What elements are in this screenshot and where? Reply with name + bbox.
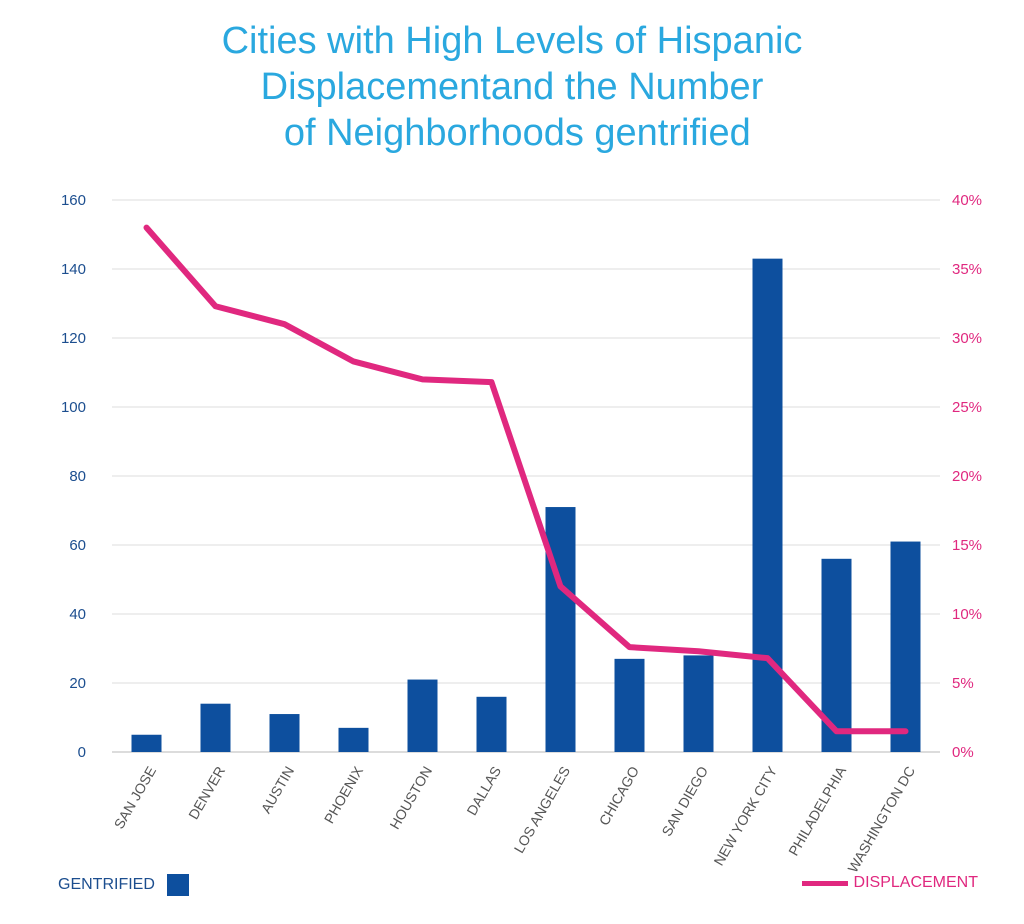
- x-axis-ticks: SAN JOSE DENVER AUSTIN PHOENIX HOUSTON DALLAS…: [111, 763, 918, 875]
- bar: [476, 696, 507, 752]
- bar: [683, 655, 714, 752]
- displacement-line: [143, 224, 909, 735]
- chart-title-line-1: Cities with High Levels of Hispanic: [221, 20, 803, 62]
- gridlines: [112, 199, 940, 753]
- chart-title: Cities with High Levels of Hispanic Disp…: [0, 18, 1024, 156]
- left-tick-label: 140: [61, 261, 86, 278]
- bar-series-gentrified: [131, 258, 921, 752]
- x-tick-label: WASHINGTON DC: [844, 764, 918, 876]
- right-axis-ticks: 0% 5% 10% 15% 20% 25% 30% 35% 40%: [952, 192, 982, 761]
- legend-line-swatch: [801, 880, 848, 886]
- bar: [545, 507, 576, 752]
- right-tick-label: 35%: [952, 261, 982, 278]
- legend-displacement: DISPLACEMENT: [801, 874, 978, 892]
- bar: [338, 727, 369, 752]
- chart-title-line-3: of Neighborhoods gentrified: [273, 112, 751, 154]
- bar: [200, 703, 231, 752]
- x-tick-label: SAN JOSE: [111, 764, 159, 832]
- x-tick-label: NEW YORK CITY: [710, 763, 780, 868]
- left-tick-label: 80: [69, 468, 86, 485]
- left-tick-label: 0: [78, 744, 86, 761]
- right-tick-label: 5%: [952, 675, 974, 692]
- right-tick-label: 20%: [952, 468, 982, 485]
- x-tick-label: LOS ANGELES: [511, 764, 573, 856]
- x-tick-label: SAN DIEGO: [658, 763, 711, 838]
- left-tick-label: 160: [61, 192, 86, 209]
- left-tick-label: 120: [61, 330, 86, 347]
- x-tick-label: CHICAGO: [596, 763, 643, 828]
- bar: [752, 258, 783, 752]
- right-tick-label: 40%: [952, 192, 982, 209]
- left-tick-label: 40: [69, 606, 86, 623]
- bar: [890, 541, 921, 752]
- x-tick-label: DENVER: [185, 764, 228, 823]
- x-tick-label: HOUSTON: [386, 764, 435, 832]
- left-axis-ticks: 0 20 40 60 80 100 120 140 160: [61, 192, 86, 761]
- right-tick-label: 30%: [952, 330, 982, 347]
- x-tick-label: PHILADELPHIA: [785, 763, 849, 858]
- right-tick-label: 15%: [952, 537, 982, 554]
- left-tick-label: 60: [69, 537, 86, 554]
- bar: [407, 679, 438, 752]
- left-tick-label: 100: [61, 399, 86, 416]
- right-tick-label: 0%: [952, 744, 974, 761]
- left-tick-label: 20: [69, 675, 86, 692]
- x-tick-label: AUSTIN: [258, 764, 298, 816]
- x-tick-label: PHOENIX: [321, 763, 367, 826]
- legend-gentrified-label: GENTRIFIED: [58, 876, 155, 893]
- right-tick-label: 25%: [952, 399, 982, 416]
- bar: [614, 658, 645, 752]
- line-series-displacement: [143, 224, 909, 735]
- legend-gentrified: GENTRIFIED: [58, 874, 189, 896]
- legend-bar-swatch: [166, 874, 189, 896]
- bar: [131, 734, 162, 752]
- right-tick-label: 10%: [952, 606, 982, 623]
- chart-title-line-2: Displacementand the Number: [260, 66, 764, 108]
- x-tick-label: DALLAS: [463, 764, 504, 819]
- legend-displacement-label: DISPLACEMENT: [853, 874, 978, 891]
- bar: [269, 714, 300, 752]
